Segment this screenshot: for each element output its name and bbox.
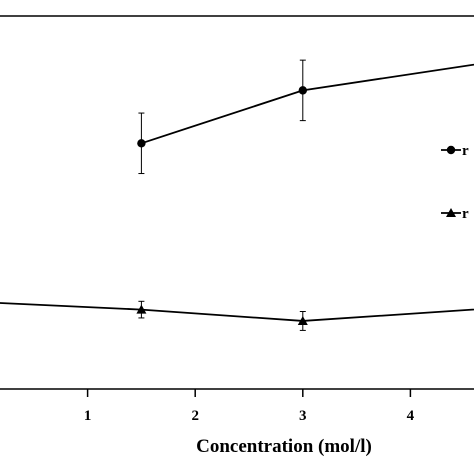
- legend-label: r: [462, 143, 469, 159]
- legend-marker: [446, 145, 456, 155]
- series-line: [141, 63, 474, 145]
- legend-marker: [446, 208, 456, 217]
- data-point: [137, 139, 146, 148]
- x-axis-ticks: 1 2 3 4: [84, 389, 415, 424]
- x-tick-label: 1: [84, 408, 92, 424]
- x-axis-title: Concentration (mol/l): [196, 436, 372, 457]
- x-tick-label: 2: [191, 408, 199, 424]
- legend: rr: [441, 143, 469, 222]
- legend-entry-triangle: r: [441, 206, 469, 222]
- plot-frame: [0, 15, 474, 390]
- legend-label: r: [462, 206, 469, 222]
- series-triangle: [0, 300, 474, 331]
- x-tick-label: 3: [299, 408, 307, 424]
- series-layer: [0, 59, 474, 331]
- x-tick-label: 4: [407, 408, 415, 424]
- series-circle: [137, 59, 474, 175]
- legend-entry-circle: r: [441, 143, 469, 159]
- data-point: [136, 304, 147, 314]
- data-point: [297, 315, 308, 325]
- data-point: [298, 86, 307, 95]
- series-line: [0, 302, 474, 322]
